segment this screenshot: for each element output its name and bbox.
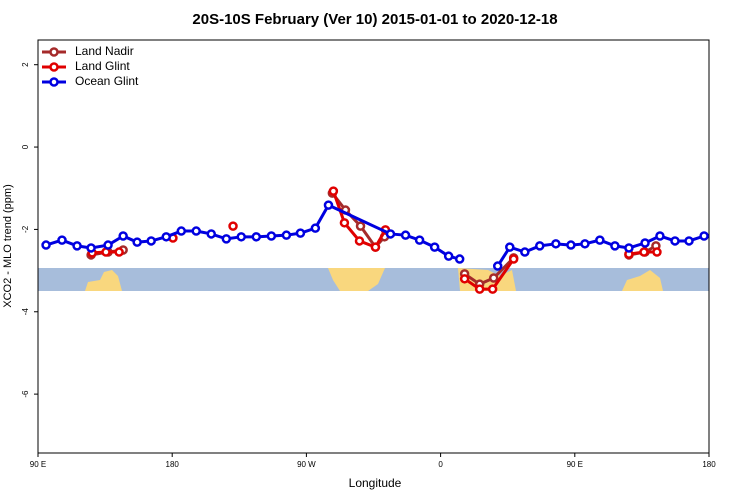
point [118, 231, 128, 241]
point [57, 235, 67, 245]
point [505, 242, 515, 252]
point [670, 236, 680, 246]
x-tick-label: 90 E [30, 460, 46, 469]
point [487, 284, 498, 294]
point [103, 240, 113, 250]
point [454, 254, 465, 264]
point [310, 223, 321, 233]
legend-marker [49, 62, 59, 72]
point [354, 236, 365, 246]
point [251, 232, 262, 242]
series-line [463, 256, 515, 286]
series-line [463, 258, 515, 291]
y-tick-label: -6 [21, 390, 30, 398]
point [488, 273, 499, 283]
point [429, 242, 440, 252]
point [699, 231, 709, 241]
point [443, 251, 454, 261]
x-tick-label: 90 E [567, 460, 583, 469]
point [640, 238, 650, 248]
chart-title: 20S-10S February (Ver 10) 2015-01-01 to … [192, 11, 557, 28]
y-axis-label: XCO2 - MLO trend (ppm) [2, 184, 14, 307]
point [508, 254, 519, 264]
point [41, 240, 51, 250]
plot-frame [37, 39, 710, 454]
point [206, 229, 217, 239]
point [281, 230, 292, 240]
x-axis-label: Longitude [349, 476, 402, 490]
point [295, 228, 306, 238]
y-tick-label: 0 [21, 144, 30, 149]
point [323, 200, 334, 210]
y-tick-label: -2 [21, 225, 30, 233]
point [624, 243, 634, 253]
y-tick-label: -4 [21, 308, 30, 316]
point [355, 221, 366, 231]
point [639, 247, 649, 257]
point [655, 231, 665, 241]
point [652, 247, 662, 257]
point [176, 226, 187, 236]
point [72, 241, 82, 251]
point [266, 231, 277, 241]
x-tick-label: 0 [438, 460, 443, 469]
legend-label: Ocean Glint [75, 74, 139, 88]
point [146, 236, 156, 246]
point [236, 232, 246, 242]
point [228, 221, 238, 231]
point [566, 240, 576, 250]
point [684, 236, 694, 246]
point [161, 232, 171, 242]
point [610, 241, 620, 251]
point [535, 241, 545, 251]
point [492, 261, 503, 271]
y-tick-label: 2 [21, 62, 30, 67]
legend-marker [49, 47, 59, 57]
point [595, 235, 605, 245]
point [580, 239, 590, 249]
map-strip [38, 268, 709, 291]
point [339, 218, 350, 228]
point [414, 235, 425, 245]
point [132, 237, 142, 247]
point [86, 243, 96, 253]
legend-marker [49, 77, 59, 87]
point [400, 230, 411, 240]
point [221, 234, 232, 244]
x-tick-label: 180 [702, 460, 716, 469]
legend-label: Land Glint [75, 59, 130, 73]
point [114, 247, 124, 257]
point [385, 229, 396, 239]
legend-label: Land Nadir [75, 44, 134, 58]
x-tick-label: 90 W [297, 460, 316, 469]
point [520, 247, 530, 257]
point [191, 226, 201, 236]
point [328, 186, 339, 196]
point [551, 239, 561, 249]
x-tick-label: 180 [166, 460, 180, 469]
point [474, 284, 485, 294]
point [370, 242, 381, 252]
point [459, 274, 470, 284]
